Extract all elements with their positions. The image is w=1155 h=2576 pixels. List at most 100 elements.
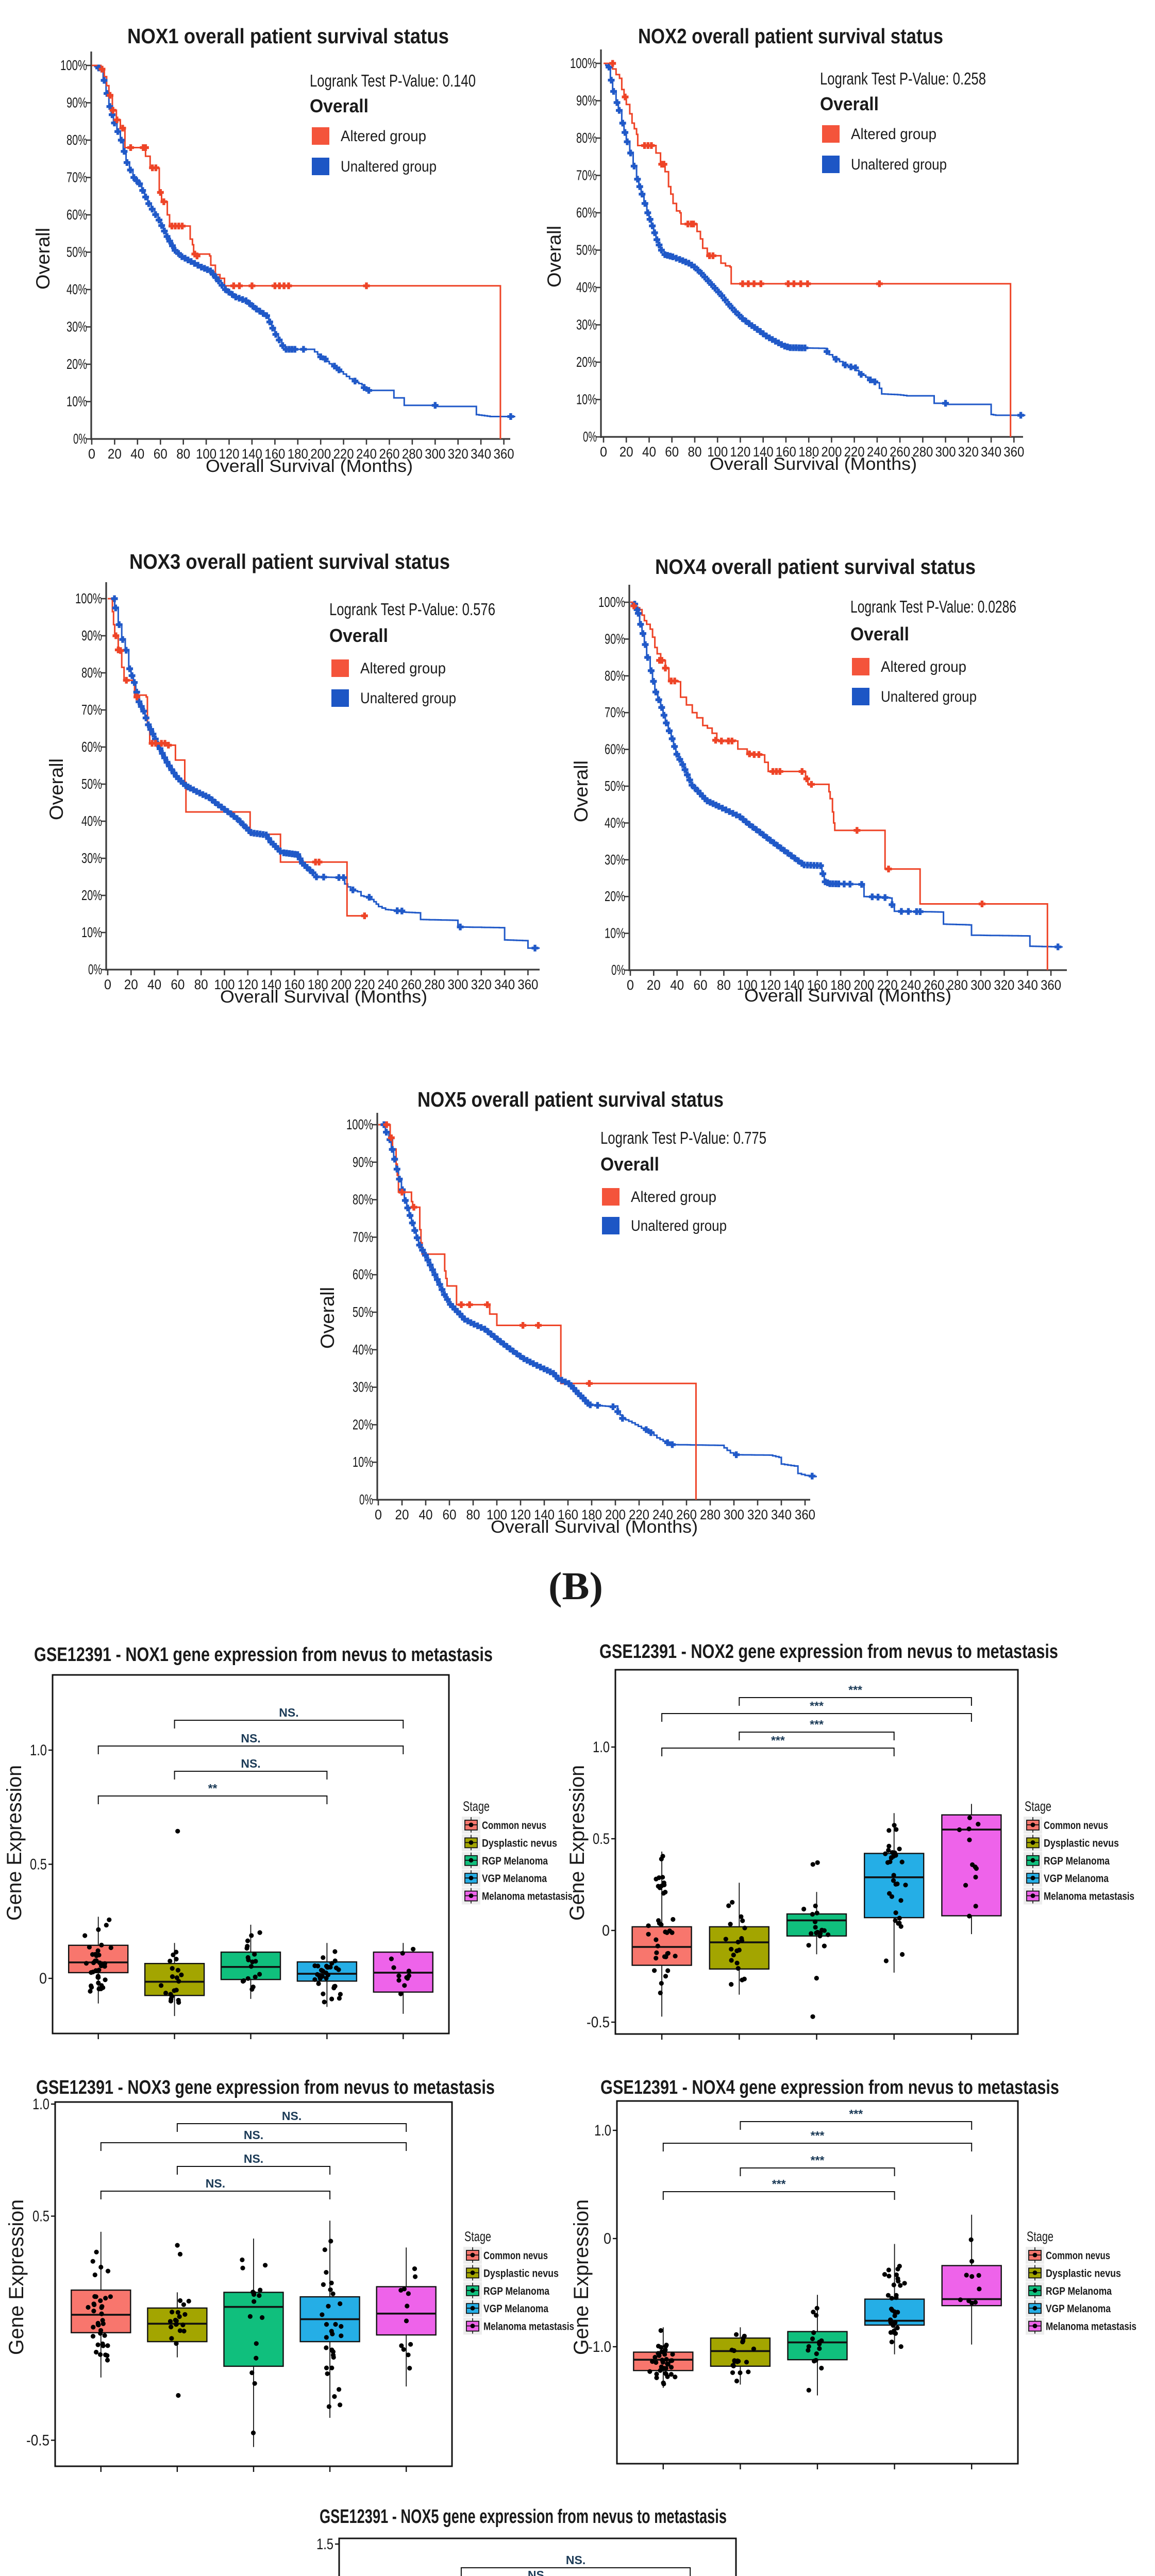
svg-text:360: 360 [795,1507,815,1522]
svg-text:180: 180 [830,977,851,993]
svg-text:NS.: NS. [244,2152,263,2165]
svg-text:Overall Survival (Months): Overall Survival (Months) [206,456,413,476]
svg-text:100%: 100% [570,55,597,71]
svg-text:RGP Melanoma: RGP Melanoma [1046,2285,1112,2297]
svg-text:20: 20 [108,446,122,462]
svg-text:220: 220 [844,444,865,460]
svg-text:0: 0 [375,1507,382,1522]
svg-text:200: 200 [331,977,351,992]
svg-text:320: 320 [958,444,979,460]
svg-text:280: 280 [947,977,968,993]
svg-text:Common nevus: Common nevus [482,1820,546,1832]
svg-text:20%: 20% [576,354,597,370]
svg-text:NOX3 overall patient survival: NOX3 overall patient survival status [129,550,450,573]
svg-text:20: 20 [124,977,138,992]
svg-text:320: 320 [747,1507,768,1522]
svg-text:Altered group: Altered group [881,658,966,675]
svg-text:Unaltered group: Unaltered group [851,156,947,173]
svg-text:Common nevus: Common nevus [1046,2250,1110,2262]
svg-text:Overall Survival (Months): Overall Survival (Months) [744,986,951,1006]
svg-text:100: 100 [707,444,728,460]
svg-text:VGP Melanoma: VGP Melanoma [482,1873,547,1885]
svg-text:100: 100 [214,977,235,992]
svg-text:180: 180 [581,1507,602,1522]
svg-text:1.5: 1.5 [316,2536,333,2553]
svg-text:320: 320 [448,446,468,462]
svg-text:1.0: 1.0 [30,1742,47,1759]
svg-text:GSE12391 - NOX5 gene expressio: GSE12391 - NOX5 gene expression from nev… [320,2506,727,2528]
svg-text:160: 160 [284,977,305,992]
svg-text:0.5: 0.5 [593,1831,610,1848]
svg-text:60%: 60% [576,205,597,221]
svg-text:20%: 20% [66,356,87,372]
svg-text:40: 40 [147,977,161,992]
svg-text:120: 120 [760,977,781,993]
svg-text:60: 60 [694,977,708,993]
svg-text:0%: 0% [73,431,87,447]
svg-text:RGP Melanoma: RGP Melanoma [483,2285,549,2297]
svg-text:Altered group: Altered group [360,660,446,677]
svg-text:40%: 40% [66,281,87,297]
svg-text:10%: 10% [66,394,87,410]
svg-text:50%: 50% [66,244,87,260]
svg-text:340: 340 [494,977,515,992]
svg-text:280: 280 [402,446,423,462]
svg-text:260: 260 [676,1507,697,1522]
svg-text:100: 100 [737,977,758,993]
svg-text:1.0: 1.0 [593,1739,610,1756]
svg-text:90%: 90% [66,95,87,111]
svg-text:90%: 90% [576,93,597,109]
svg-text:240: 240 [867,444,888,460]
svg-text:0: 0 [88,446,95,462]
svg-text:Overall: Overall [820,93,879,114]
svg-text:NS.: NS. [566,2553,585,2567]
svg-text:120: 120 [730,444,750,460]
svg-text:360: 360 [517,977,538,992]
svg-text:Stage: Stage [1027,2229,1053,2244]
svg-text:90%: 90% [353,1154,373,1170]
svg-text:40%: 40% [576,279,597,295]
svg-text:Gene Expression: Gene Expression [3,1765,26,1921]
svg-text:40: 40 [642,444,656,460]
svg-text:Overall: Overall [850,623,909,645]
svg-text:220: 220 [629,1507,649,1522]
svg-text:40%: 40% [81,813,102,829]
svg-text:Overall: Overall [46,758,67,820]
svg-text:160: 160 [264,446,285,462]
svg-text:Unaltered group: Unaltered group [360,690,456,707]
svg-text:(B): (B) [548,1565,603,1608]
svg-text:300: 300 [724,1507,744,1522]
svg-text:Unaltered group: Unaltered group [631,1217,727,1234]
svg-text:Dysplastic nevus: Dysplastic nevus [1046,2267,1121,2279]
svg-text:260: 260 [379,446,400,462]
svg-text:30%: 30% [353,1379,373,1395]
svg-text:GSE12391 - NOX4 gene expressio: GSE12391 - NOX4 gene expression from nev… [600,2077,1059,2098]
svg-text:Logrank Test P-Value: 0.576: Logrank Test P-Value: 0.576 [329,600,495,619]
svg-text:NS.: NS. [528,2568,547,2576]
svg-text:Overall Survival (Months): Overall Survival (Months) [491,1517,698,1537]
svg-text:40%: 40% [353,1342,373,1358]
svg-text:Logrank Test P-Value: 0.258: Logrank Test P-Value: 0.258 [820,69,986,88]
svg-text:Overall: Overall [600,1154,659,1175]
svg-text:Altered group: Altered group [631,1189,716,1206]
svg-text:80%: 80% [605,668,625,684]
svg-text:60%: 60% [353,1266,373,1282]
svg-text:10%: 10% [605,925,625,941]
svg-text:NOX1 overall patient survival: NOX1 overall patient survival status [127,24,449,48]
svg-text:100%: 100% [75,590,102,606]
svg-text:Gene Expression: Gene Expression [5,2199,28,2355]
svg-text:Overall: Overall [329,625,388,646]
svg-text:20: 20 [620,444,633,460]
svg-text:VGP Melanoma: VGP Melanoma [1046,2303,1111,2315]
svg-text:***: *** [849,2107,863,2121]
svg-text:Dysplastic nevus: Dysplastic nevus [482,1837,557,1849]
svg-text:240: 240 [652,1507,673,1522]
svg-text:20%: 20% [605,888,625,904]
svg-text:50%: 50% [576,242,597,258]
svg-text:100%: 100% [60,57,87,73]
svg-text:20: 20 [647,977,661,993]
svg-text:240: 240 [378,977,398,992]
svg-text:NOX5 overall patient survival: NOX5 overall patient survival status [417,1088,724,1111]
svg-text:100: 100 [196,446,216,462]
svg-text:340: 340 [471,446,491,462]
